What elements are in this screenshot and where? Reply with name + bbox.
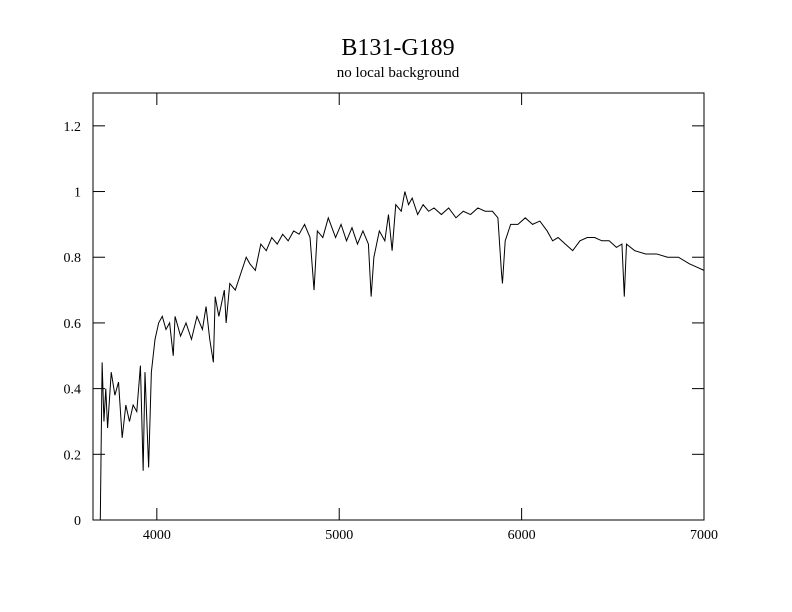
y-tick-label: 1.2 xyxy=(64,120,82,135)
y-tick-label: 0.8 xyxy=(64,251,82,266)
chart-subtitle: no local background xyxy=(337,65,460,81)
x-tick-label: 5000 xyxy=(325,528,353,543)
chart-title: B131-G189 xyxy=(341,35,454,61)
y-tick-label: 0.4 xyxy=(64,383,82,398)
y-tick-label: 0.6 xyxy=(64,317,82,332)
x-tick-label: 6000 xyxy=(508,528,536,543)
y-tick-label: 0 xyxy=(74,514,81,529)
plot-frame xyxy=(92,92,705,521)
spectrum-line xyxy=(99,191,705,521)
y-tick-label: 0.2 xyxy=(64,448,82,463)
x-tick-label: 7000 xyxy=(690,528,718,543)
x-tick-label: 4000 xyxy=(143,528,171,543)
y-tick-label: 1 xyxy=(74,186,81,201)
